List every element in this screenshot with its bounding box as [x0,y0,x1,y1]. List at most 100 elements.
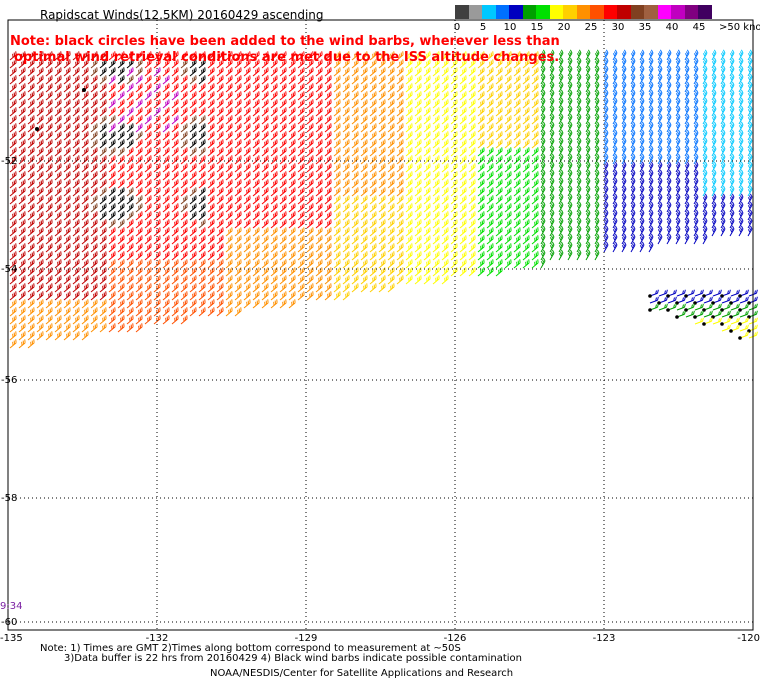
wind-barb [405,147,413,157]
wind-barb [81,67,89,77]
wind-barb [36,307,44,317]
wind-barb [702,177,708,189]
wind-barb [63,179,71,189]
wind-barb [270,91,278,101]
wind-barb [387,155,395,165]
wind-barb [153,235,161,245]
wind-barb [108,195,116,205]
wind-barb [720,177,726,189]
wind-barb [342,187,350,197]
wind-barb [153,147,161,157]
wind-barb [333,203,341,213]
wind-barb [261,51,269,61]
wind-barb [180,91,188,101]
wind-barb [576,249,582,261]
wind-barb [612,225,618,237]
wind-barb [99,163,107,173]
wind-barb [351,283,359,293]
wind-barb [441,203,449,213]
wind-barb [171,163,179,173]
wind-barb [126,59,134,69]
wind-barb [423,187,431,197]
wind-barb [675,217,681,229]
wind-barb [333,75,341,85]
wind-barb [621,177,627,189]
wind-barb [252,51,260,61]
wind-barb [297,179,305,189]
wind-barb [360,59,368,69]
wind-barb [288,51,296,61]
wind-barb [144,123,152,133]
wind-barb [693,121,699,133]
wind-barb [702,169,708,181]
wind-barb [315,227,323,237]
wind-barb [729,89,735,101]
wind-barb [198,283,206,293]
wind-barb [324,259,332,269]
wind-barb [414,59,422,69]
wind-barb [603,169,609,181]
wind-barb [567,153,573,165]
wind-barb [693,161,699,173]
wind-barb [504,107,512,117]
wind-barb [567,193,573,205]
wind-barb [675,225,681,237]
page-title: Rapidscat Winds(12.5KM) 20160429 ascendi… [40,8,324,22]
wind-barb [297,115,305,125]
wind-barb [378,195,386,205]
wind-barb [702,129,708,141]
wind-barb [99,307,107,317]
wind-barb [657,97,663,109]
wind-barb [189,267,197,277]
wind-barb [648,153,654,165]
wind-barb [153,83,161,93]
wind-barb [252,179,260,189]
wind-barb [207,59,215,69]
wind-barb [450,59,458,69]
wind-barb [423,107,431,117]
wind-barb [153,315,161,325]
wind-barb [288,59,296,69]
wind-barb [729,217,735,229]
wind-barb [72,123,80,133]
wind-barb [216,195,224,205]
contamination-circle [648,308,652,312]
wind-barb [126,131,134,141]
wind-barb [396,67,404,77]
wind-barb [414,187,422,197]
wind-barb [45,163,53,173]
wind-barb [630,169,636,181]
wind-barb [540,105,546,117]
wind-barb [522,203,530,213]
wind-barb [270,115,278,125]
wind-barb [117,203,125,213]
wind-barb [522,211,530,221]
wind-barb [738,225,744,237]
wind-barb [117,99,125,109]
wind-barb [702,217,708,229]
wind-barb [54,315,62,325]
wind-barb [108,259,116,269]
wind-barb [342,283,350,293]
wind-barb [198,195,206,205]
wind-barb [9,51,17,61]
wind-barb [189,51,197,61]
wind-barb [648,137,654,149]
wind-barb [387,99,395,109]
wind-barb [747,65,753,77]
wind-barb [36,267,44,277]
wind-barb [387,131,395,141]
wind-barb [459,203,467,213]
wind-barb [18,163,26,173]
wind-barb [144,235,152,245]
wind-barb [63,315,71,325]
wind-barb [396,251,404,261]
wind-barb [234,283,242,293]
wind-barb [54,83,62,93]
wind-barb [531,139,539,149]
wind-barb [333,227,341,237]
wind-barb [207,163,215,173]
wind-barb [225,259,233,269]
wind-barb [162,83,170,93]
wind-barb [486,59,494,69]
